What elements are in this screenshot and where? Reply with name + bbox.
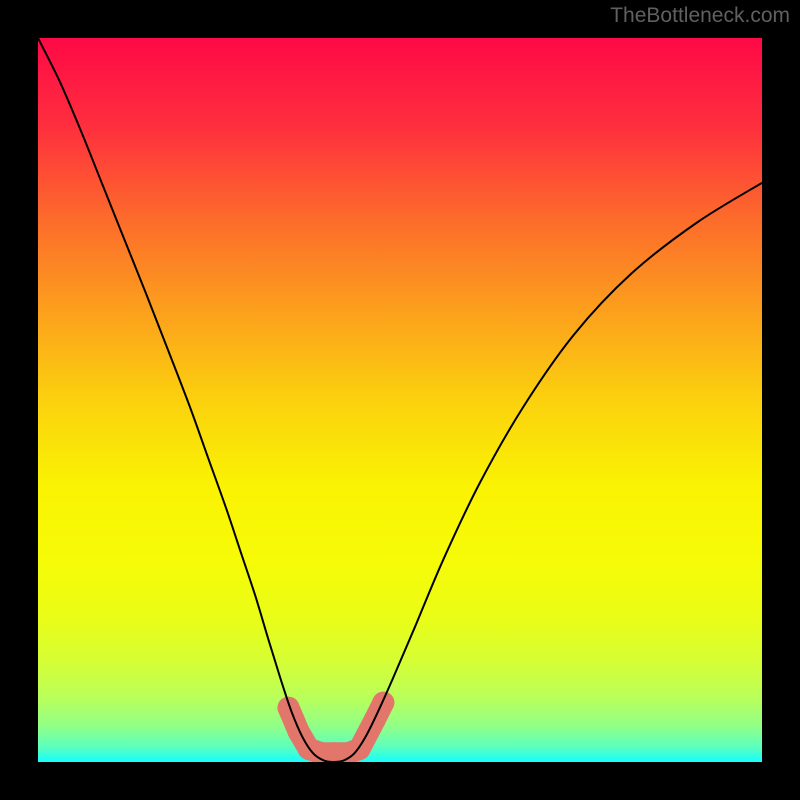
watermark-text: TheBottleneck.com [610, 4, 790, 28]
bottleneck-chart [0, 0, 800, 800]
gradient-background [38, 38, 762, 762]
chart-container: TheBottleneck.com [0, 0, 800, 800]
